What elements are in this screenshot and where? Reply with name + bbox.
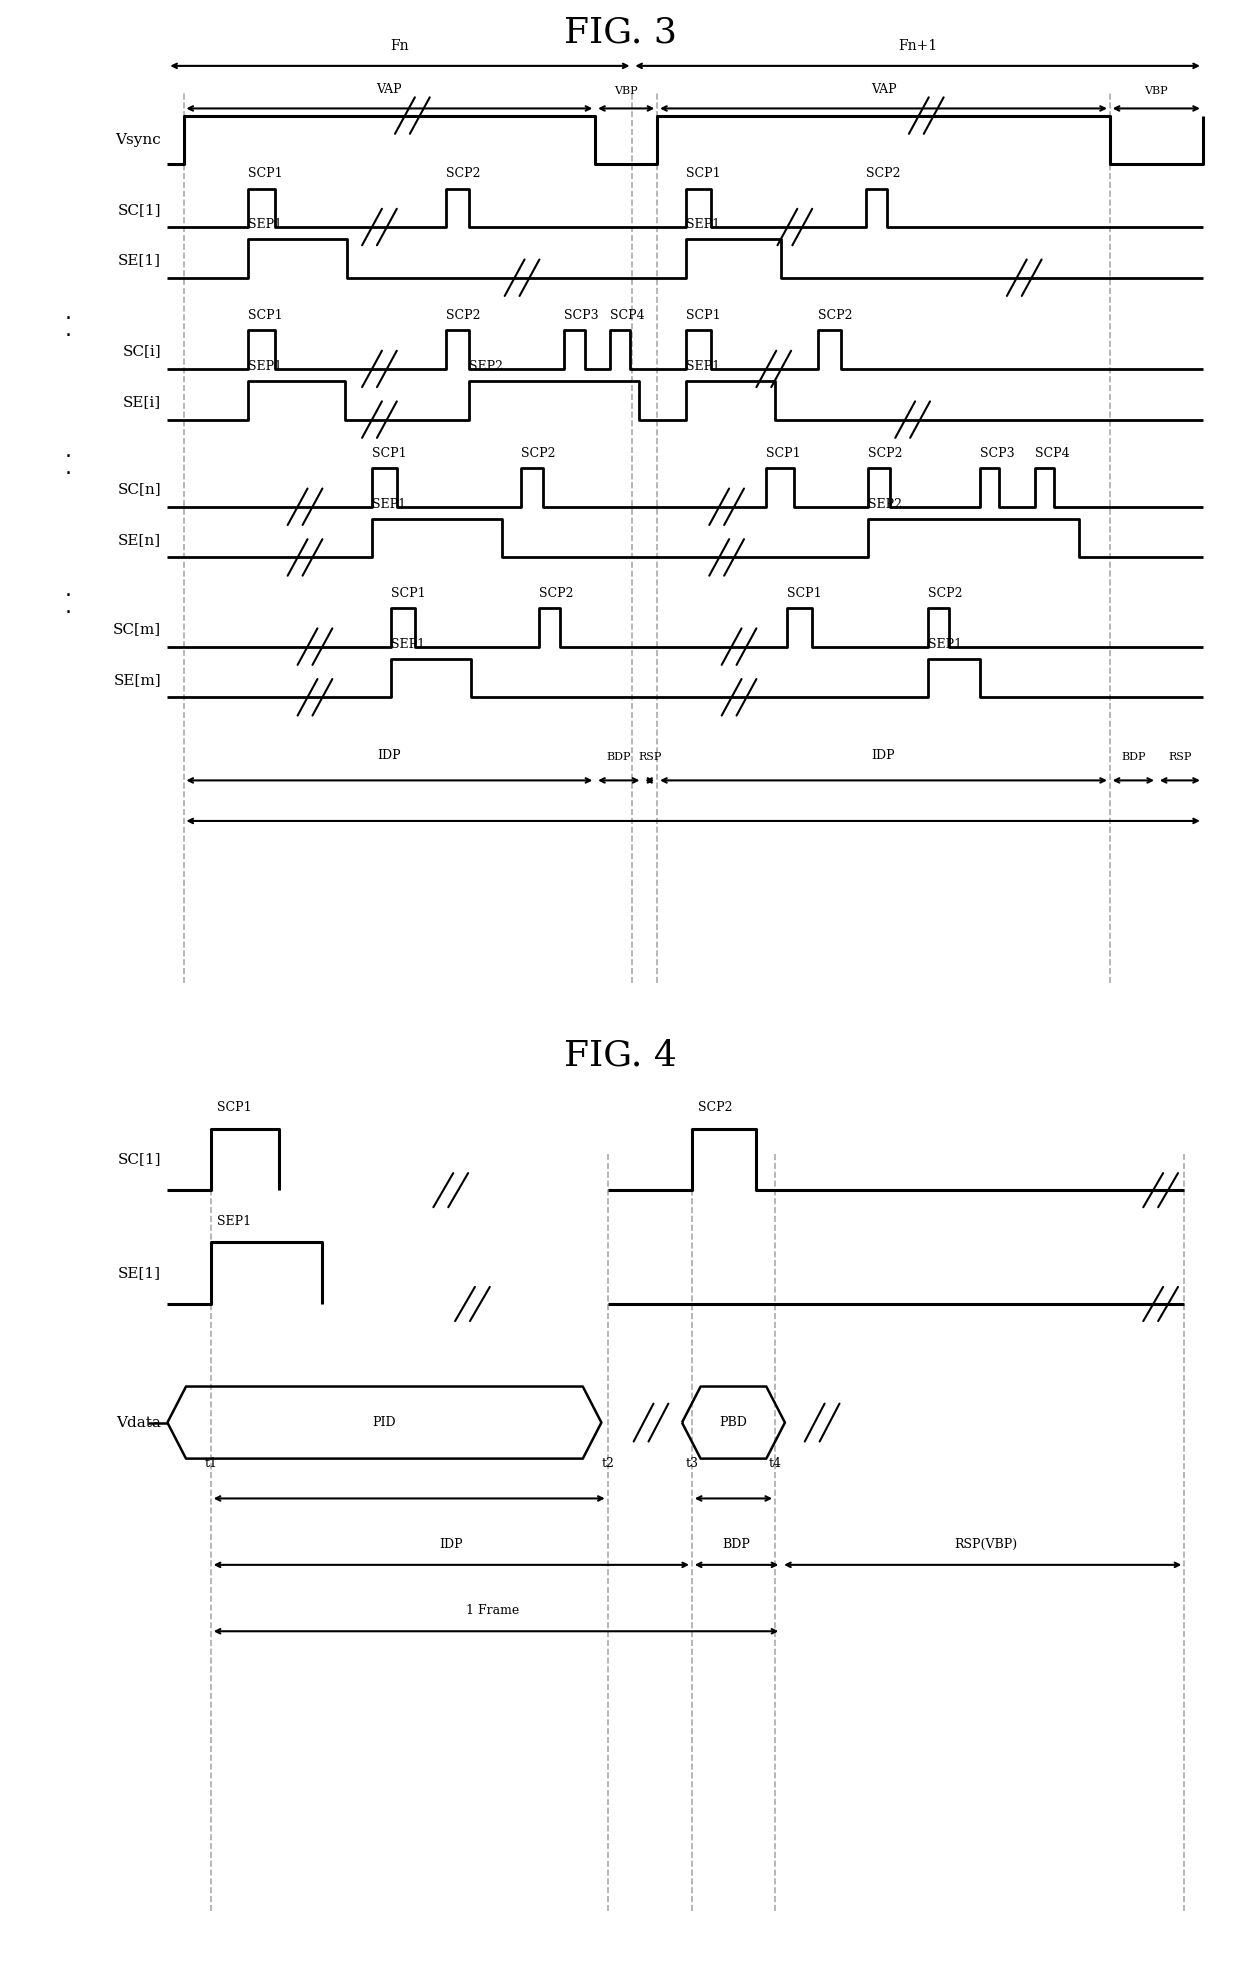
Text: IDP: IDP [377, 750, 402, 762]
Text: VBP: VBP [614, 87, 639, 96]
Text: SEP1: SEP1 [217, 1214, 252, 1228]
Text: ·: · [64, 602, 72, 624]
Text: ·: · [64, 447, 72, 466]
Text: Vdata: Vdata [117, 1415, 161, 1429]
Text: SEP1: SEP1 [248, 360, 283, 374]
Text: VBP: VBP [1145, 87, 1168, 96]
Text: SC[1]: SC[1] [118, 1153, 161, 1167]
Text: SCP1: SCP1 [391, 586, 425, 600]
Text: SCP3: SCP3 [980, 447, 1014, 461]
Text: Fn: Fn [391, 39, 409, 53]
Text: SCP2: SCP2 [446, 309, 481, 323]
Text: SCP2: SCP2 [521, 447, 556, 461]
Text: VAP: VAP [870, 83, 897, 96]
Text: SEP1: SEP1 [248, 218, 283, 230]
Text: RSP(VBP): RSP(VBP) [955, 1537, 1017, 1551]
Text: SEP1: SEP1 [686, 218, 720, 230]
Text: FIG. 3: FIG. 3 [563, 16, 677, 49]
Text: SCP2: SCP2 [868, 447, 903, 461]
Text: t1: t1 [205, 1456, 217, 1470]
Text: BDP: BDP [1121, 752, 1146, 762]
Text: IDP: IDP [872, 750, 895, 762]
Text: SEP1: SEP1 [372, 498, 407, 512]
Text: SCP2: SCP2 [818, 309, 853, 323]
Text: SC[1]: SC[1] [118, 203, 161, 216]
Text: SCP3: SCP3 [564, 309, 599, 323]
Text: SE[1]: SE[1] [118, 1265, 161, 1279]
Text: SEP1: SEP1 [928, 638, 962, 651]
Text: t4: t4 [769, 1456, 781, 1470]
Text: SCP2: SCP2 [928, 586, 962, 600]
Text: SCP1: SCP1 [372, 447, 407, 461]
Text: Vsync: Vsync [115, 134, 161, 148]
Text: SCP2: SCP2 [866, 167, 900, 181]
Text: t3: t3 [686, 1456, 698, 1470]
Text: SE[m]: SE[m] [114, 673, 161, 687]
Text: SCP1: SCP1 [248, 309, 283, 323]
Text: PID: PID [372, 1417, 397, 1429]
Text: SEP2: SEP2 [469, 360, 502, 374]
Text: SC[m]: SC[m] [113, 622, 161, 636]
Text: RSP: RSP [639, 752, 661, 762]
Text: SCP1: SCP1 [217, 1102, 252, 1114]
Text: SC[n]: SC[n] [118, 482, 161, 496]
Text: Fn+1: Fn+1 [898, 39, 937, 53]
Text: BDP: BDP [606, 752, 631, 762]
Text: SCP2: SCP2 [539, 586, 574, 600]
Text: FIG. 4: FIG. 4 [563, 1039, 677, 1073]
Text: 1 Frame: 1 Frame [466, 1604, 520, 1618]
Text: SCP4: SCP4 [1035, 447, 1070, 461]
Text: IDP: IDP [439, 1537, 464, 1551]
Text: ·: · [64, 309, 72, 329]
Text: SE[i]: SE[i] [123, 396, 161, 409]
Text: ·: · [64, 464, 72, 484]
Text: SCP2: SCP2 [446, 167, 481, 181]
Text: SCP1: SCP1 [686, 309, 720, 323]
Text: SEP1: SEP1 [686, 360, 720, 374]
Text: SE[n]: SE[n] [118, 533, 161, 547]
Text: SCP1: SCP1 [686, 167, 720, 181]
Text: BDP: BDP [722, 1537, 750, 1551]
Text: SC[i]: SC[i] [123, 344, 161, 358]
Text: SCP1: SCP1 [766, 447, 801, 461]
Text: PBD: PBD [719, 1417, 748, 1429]
Text: ·: · [64, 327, 72, 346]
Text: SCP4: SCP4 [610, 309, 645, 323]
Text: SEP2: SEP2 [868, 498, 901, 512]
Text: ·: · [64, 586, 72, 606]
Text: RSP: RSP [1168, 752, 1192, 762]
Text: SCP2: SCP2 [698, 1102, 733, 1114]
Text: SCP1: SCP1 [248, 167, 283, 181]
Text: SCP1: SCP1 [787, 586, 822, 600]
Text: VAP: VAP [377, 83, 402, 96]
Text: SEP1: SEP1 [391, 638, 425, 651]
Text: SE[1]: SE[1] [118, 254, 161, 268]
Text: t2: t2 [601, 1456, 614, 1470]
